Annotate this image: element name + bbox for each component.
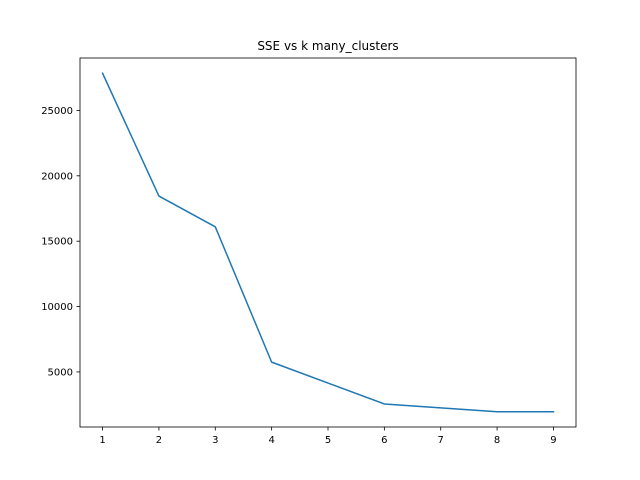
- y-tick-label: 10000: [41, 302, 73, 313]
- x-tick-label: 5: [325, 435, 331, 446]
- x-tick-label: 7: [438, 435, 444, 446]
- y-tick-label: 15000: [41, 237, 73, 248]
- x-tick-label: 9: [550, 435, 556, 446]
- x-tick-label: 8: [494, 435, 500, 446]
- x-tick-label: 1: [99, 435, 105, 446]
- y-tick-label: 25000: [41, 106, 73, 117]
- chart-title: SSE vs k many_clusters: [257, 39, 398, 53]
- x-tick-label: 3: [212, 435, 218, 446]
- series-line-0: [101, 72, 555, 413]
- y-tick-label: 5000: [48, 367, 73, 378]
- x-tick-label: 2: [156, 435, 162, 446]
- x-tick-label: 6: [381, 435, 387, 446]
- x-tick-label: 4: [268, 435, 274, 446]
- y-tick-label: 20000: [41, 171, 73, 182]
- plot-area: 1 2 3 4 5 6 7 8 9 5000 10000 15000 20000 25000: [41, 57, 577, 446]
